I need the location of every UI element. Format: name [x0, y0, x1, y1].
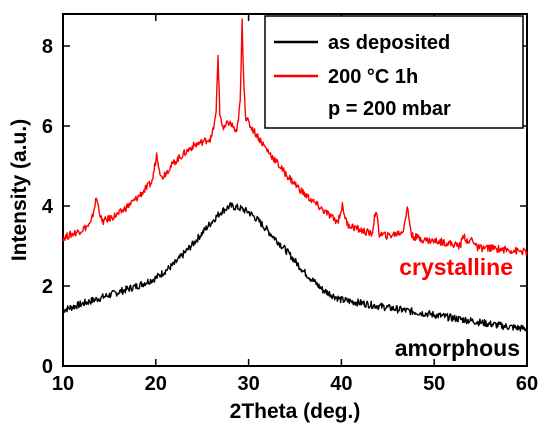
- legend-note-pressure: p = 200 mbar: [328, 98, 451, 120]
- legend-box: [264, 15, 524, 129]
- legend: as deposited 200 °C 1h p = 200 mbar: [264, 15, 524, 129]
- y-tick-label: 0: [42, 356, 53, 378]
- series-layer: [62, 18, 528, 332]
- series-line-as-deposited: [62, 202, 528, 332]
- x-tick-label: 30: [237, 373, 259, 395]
- y-tick-label: 2: [42, 276, 53, 298]
- annotation-amorphous: amorphous: [395, 335, 520, 361]
- x-tick-label: 50: [423, 373, 445, 395]
- annotation-crystalline: crystalline: [399, 254, 513, 280]
- y-tick-label: 4: [42, 196, 54, 218]
- legend-label-as-deposited: as deposited: [328, 32, 450, 54]
- y-tick-label: 6: [42, 116, 53, 138]
- x-tick-label: 40: [330, 373, 352, 395]
- series-line-200-c-1h: [62, 18, 528, 256]
- x-tick-label: 10: [52, 373, 74, 395]
- x-tick-label: 20: [145, 373, 167, 395]
- legend-label-200c: 200 °C 1h: [328, 66, 418, 88]
- y-axis-title: Intensity (a.u.): [8, 119, 31, 261]
- x-axis-title: 2Theta (deg.): [230, 400, 361, 423]
- x-tick-label: 60: [516, 373, 538, 395]
- y-tick-label: 8: [42, 36, 53, 58]
